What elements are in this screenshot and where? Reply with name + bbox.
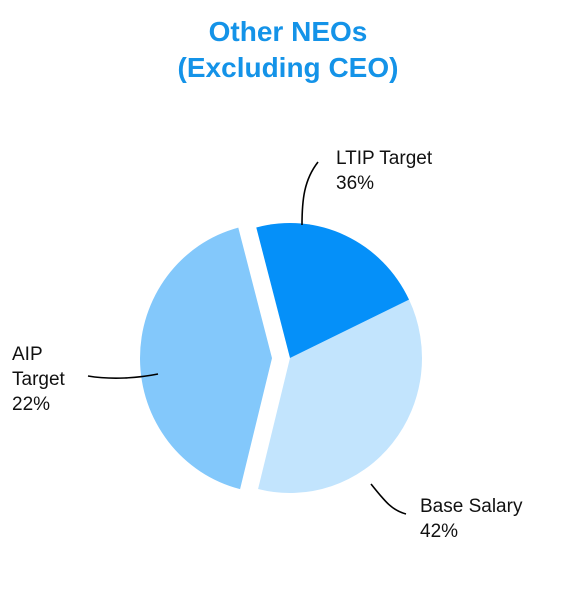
slice-label-aip-target-value: 22%	[12, 394, 51, 415]
slice-label-aip-target-name-1: AIP	[12, 344, 43, 365]
leader-line-ltip-target	[301, 161, 319, 226]
pie-slice-aip-target	[256, 223, 410, 358]
pie-slice-base-salary	[140, 227, 273, 490]
chart-title: Other NEOs (Excluding CEO)	[0, 14, 576, 86]
leader-line-base-salary	[370, 483, 407, 515]
slice-label-base-salary-value: 42%	[420, 521, 459, 542]
chart-title-line-2: (Excluding CEO)	[177, 52, 399, 83]
slice-label-ltip-target-name: LTIP Target	[336, 148, 433, 169]
slice-label-ltip-target-value: 36%	[336, 173, 375, 194]
slice-label-aip-target-name-2: Target	[12, 369, 65, 390]
slice-label-base-salary-name: Base Salary	[420, 496, 523, 517]
slice-label-base-salary: Base Salary 42%	[420, 494, 522, 544]
pie-slice-ltip-target	[258, 299, 422, 493]
slice-label-ltip-target: LTIP Target 36%	[336, 146, 432, 196]
chart-title-line-1: Other NEOs	[208, 16, 368, 47]
leader-line-aip-target	[87, 373, 159, 379]
slice-label-aip-target: AIP Target 22%	[12, 342, 65, 417]
